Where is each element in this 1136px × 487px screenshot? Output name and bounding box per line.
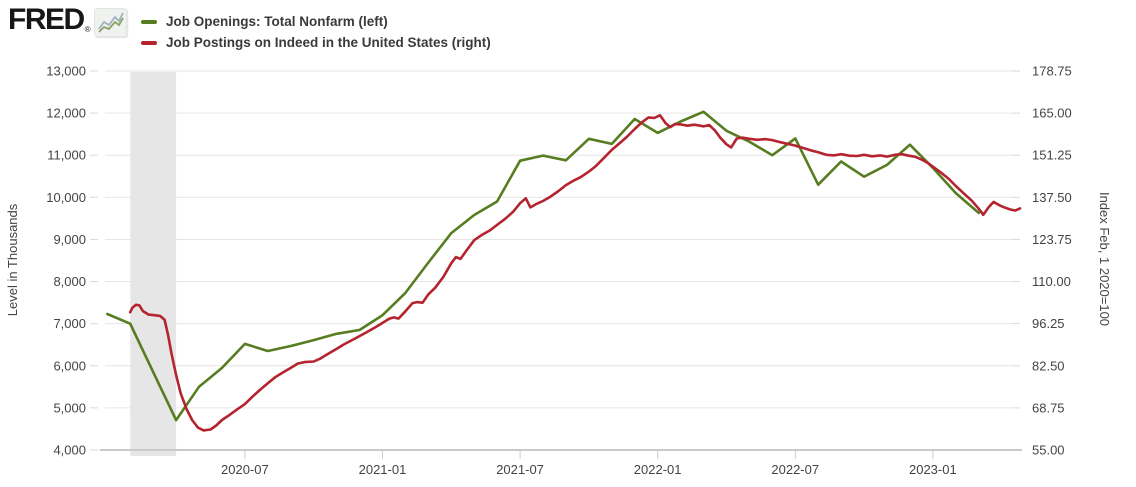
left-axis-tick-label: 7,000 [53, 316, 86, 331]
left-axis-tick-label: 9,000 [53, 232, 86, 247]
right-axis-title: Index Feb, 1 2020=100 [1097, 192, 1112, 326]
right-axis-tick-label: 82.50 [1032, 358, 1065, 373]
legend-item-job-openings[interactable]: Job Openings: Total Nonfarm (left) [141, 13, 388, 30]
right-axis-tick-label: 110.00 [1032, 274, 1071, 289]
legend-swatch-red [141, 40, 157, 45]
left-axis-tick-label: 5,000 [53, 400, 86, 415]
x-axis-tick-label: 2021-01 [359, 462, 407, 477]
right-axis-tick-label: 178.75 [1032, 64, 1072, 79]
recession-band [130, 72, 177, 456]
fred-sparkline-icon [93, 8, 127, 37]
x-axis-tick-label: 2022-01 [634, 462, 682, 477]
left-axis-tick-label: 11,000 [47, 148, 86, 163]
legend-label: Job Openings: Total Nonfarm (left) [166, 14, 388, 29]
left-axis-tick-label: 13,000 [46, 64, 86, 79]
left-axis-tick-label: 8,000 [53, 274, 86, 289]
right-axis-tick-label: 96.25 [1032, 316, 1065, 331]
right-axis-tick-label: 55.00 [1032, 443, 1065, 458]
left-axis-title: Level in Thousands [5, 203, 20, 316]
left-axis-tick-label: 12,000 [46, 106, 86, 121]
right-axis-tick-label: 165.00 [1032, 106, 1072, 121]
registered-mark: ® [84, 25, 91, 34]
legend-swatch-green [141, 19, 157, 24]
x-axis-tick-label: 2022-07 [771, 462, 819, 477]
left-axis-tick-label: 4,000 [53, 443, 86, 458]
left-axis-tick-label: 6,000 [53, 358, 86, 373]
x-axis-tick-label: 2021-07 [496, 462, 544, 477]
legend-label: Job Postings on Indeed in the United Sta… [166, 35, 491, 50]
x-axis-tick-label: 2023-01 [909, 462, 957, 477]
right-axis-tick-label: 151.25 [1032, 148, 1072, 163]
right-axis-tick-label: 137.50 [1032, 190, 1072, 205]
series-line-job-openings[interactable] [106, 110, 981, 422]
fred-logo[interactable]: FRED ® [8, 5, 127, 37]
series-line-indeed-postings[interactable] [128, 114, 1022, 432]
left-axis-tick-label: 10,000 [46, 190, 86, 205]
right-axis-tick-label: 123.75 [1032, 232, 1072, 247]
fred-logo-text: FRED [8, 3, 85, 36]
right-axis-tick-label: 68.75 [1032, 400, 1065, 415]
x-axis-tick-label: 2020-07 [221, 462, 269, 477]
legend-item-indeed-postings[interactable]: Job Postings on Indeed in the United Sta… [141, 34, 491, 51]
